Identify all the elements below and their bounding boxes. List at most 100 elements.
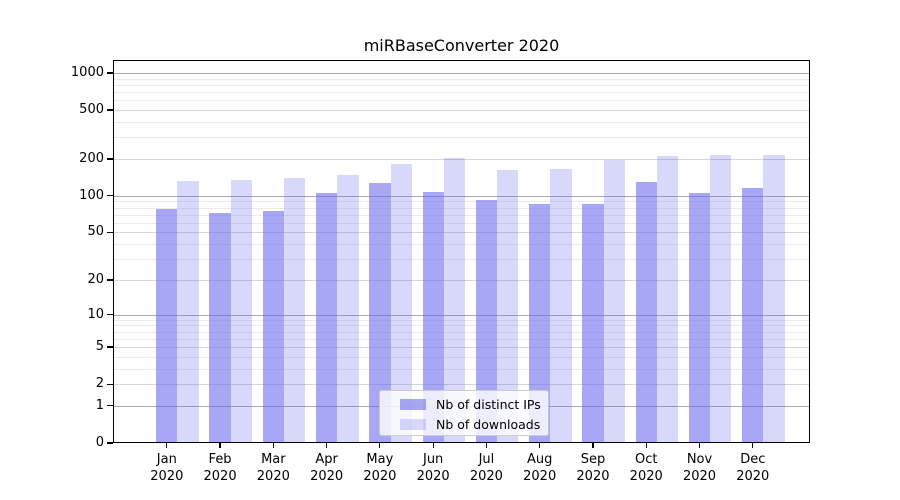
y-tick-label-2: 2 xyxy=(95,376,104,392)
y-tick-label-5: 5 xyxy=(95,339,104,355)
y-tick-1 xyxy=(107,405,113,407)
x-tick-label-sep: Sep 2020 xyxy=(576,452,610,484)
gridline-8 xyxy=(113,325,810,327)
bar-distinct-ips-may xyxy=(369,183,391,443)
bar-downloads-apr xyxy=(337,175,359,443)
gridline-200 xyxy=(113,158,810,160)
bar-downloads-may xyxy=(390,164,412,443)
legend-swatch-distinct-ips xyxy=(400,398,426,410)
x-tick-label-nov: Nov 2020 xyxy=(682,452,717,484)
gridline-700 xyxy=(113,92,810,94)
x-tick-jun xyxy=(432,443,434,448)
gridline-30 xyxy=(113,259,810,261)
y-tick-5 xyxy=(107,346,113,348)
y-tick-label-500: 500 xyxy=(79,102,104,118)
gridline-80 xyxy=(113,207,810,209)
y-tick-label-10: 10 xyxy=(87,306,104,322)
y-tick-0 xyxy=(107,442,113,444)
x-tick-label-jun: Jun 2020 xyxy=(416,452,450,484)
legend-item-downloads: Nb of downloads xyxy=(400,414,548,434)
x-tick-oct xyxy=(645,443,647,448)
y-tick-50 xyxy=(107,231,113,234)
bar-distinct-ips-feb xyxy=(209,213,231,443)
x-tick-label-mar: Mar 2020 xyxy=(256,452,290,484)
gridline-6 xyxy=(113,338,810,340)
bar-downloads-jan xyxy=(177,180,199,443)
bar-distinct-ips-mar xyxy=(262,211,284,443)
gridline-70 xyxy=(113,214,810,216)
y-tick-200 xyxy=(107,158,113,160)
y-tick-label-1: 1 xyxy=(95,397,104,413)
y-tick-label-200: 200 xyxy=(79,150,104,166)
bar-distinct-ips-sep xyxy=(582,204,604,443)
x-tick-apr xyxy=(326,443,328,448)
legend-label-downloads: Nb of downloads xyxy=(436,416,541,432)
y-tick-label-20: 20 xyxy=(87,271,104,287)
x-tick-mar xyxy=(272,443,274,448)
y-tick-label-50: 50 xyxy=(87,224,104,240)
bar-distinct-ips-jan xyxy=(156,208,178,443)
gridline-60 xyxy=(113,222,810,224)
legend-item-distinct-ips: Nb of distinct IPs xyxy=(400,394,548,414)
y-tick-label-1000: 1000 xyxy=(70,65,104,80)
bar-distinct-ips-nov xyxy=(688,193,711,443)
y-tick-20 xyxy=(107,279,113,281)
y-tick-1000 xyxy=(107,72,113,74)
gridline-40 xyxy=(113,244,810,246)
bar-distinct-ips-jul xyxy=(475,199,498,443)
bar-downloads-jun xyxy=(443,158,466,443)
x-tick-label-apr: Apr 2020 xyxy=(310,452,344,484)
gridline-1000 xyxy=(113,73,810,74)
x-tick-feb xyxy=(219,443,221,448)
x-tick-aug xyxy=(539,443,541,448)
x-tick-label-dec: Dec 2020 xyxy=(736,452,770,484)
gridline-600 xyxy=(113,100,810,102)
bar-downloads-aug xyxy=(550,168,572,443)
bar-distinct-ips-aug xyxy=(529,204,551,443)
gridline-2 xyxy=(113,384,810,386)
x-tick-label-jul: Jul 2020 xyxy=(469,452,503,484)
bar-distinct-ips-jun xyxy=(422,191,444,443)
gridline-90 xyxy=(113,201,810,203)
gridline-50 xyxy=(113,232,810,234)
x-tick-label-aug: Aug 2020 xyxy=(523,452,557,484)
gridline-10 xyxy=(113,314,810,316)
bar-distinct-ips-oct xyxy=(635,181,657,443)
legend: Nb of distinct IPs Nb of downloads xyxy=(379,390,549,436)
legend-label-distinct-ips: Nb of distinct IPs xyxy=(436,396,541,412)
y-tick-10 xyxy=(107,313,113,316)
gridline-800 xyxy=(113,84,810,86)
chart-title: miRBaseConverter 2020 xyxy=(363,36,560,55)
x-tick-jul xyxy=(485,443,487,448)
x-tick-nov xyxy=(698,443,701,448)
gridline-20 xyxy=(113,279,810,281)
bar-downloads-mar xyxy=(283,177,306,443)
gridline-400 xyxy=(113,121,810,123)
y-tick-2 xyxy=(107,383,113,385)
gridline-300 xyxy=(113,137,810,139)
bar-downloads-jul xyxy=(497,170,519,443)
bar-distinct-ips-apr xyxy=(315,193,338,443)
gridline-900 xyxy=(113,78,810,80)
x-tick-jan xyxy=(166,443,168,448)
x-tick-label-jan: Jan 2020 xyxy=(150,452,184,484)
x-tick-label-oct: Oct 2020 xyxy=(629,452,663,484)
gridline-9 xyxy=(113,319,810,321)
bar-distinct-ips-dec xyxy=(742,188,764,443)
y-tick-100 xyxy=(107,195,113,197)
legend-swatch-downloads xyxy=(400,418,426,430)
plot-area xyxy=(113,60,810,443)
bar-downloads-oct xyxy=(656,156,679,443)
gridline-7 xyxy=(113,331,810,333)
gridline-5 xyxy=(113,347,810,349)
gridline-100 xyxy=(113,195,810,197)
x-tick-sep xyxy=(592,443,594,448)
x-tick-dec xyxy=(752,443,754,448)
gridline-3 xyxy=(113,368,810,370)
x-tick-may xyxy=(379,443,381,448)
bar-downloads-dec xyxy=(763,155,785,443)
bar-downloads-feb xyxy=(230,180,253,443)
x-tick-label-feb: Feb 2020 xyxy=(203,452,237,484)
gridline-4 xyxy=(113,356,810,358)
